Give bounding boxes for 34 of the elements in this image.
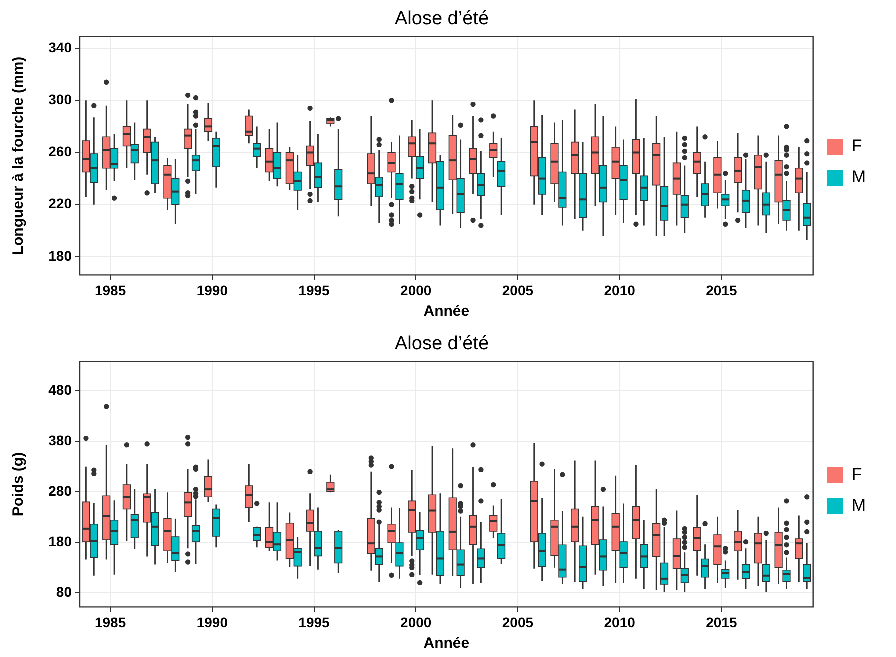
x-tick-label: 2000 <box>400 282 432 298</box>
y-tick-label: 300 <box>48 91 72 108</box>
y-tick-label: 380 <box>48 432 72 448</box>
x-tick-label: 2005 <box>502 614 534 630</box>
y-tick-label: 260 <box>48 144 72 160</box>
x-tick-label: 2010 <box>604 282 636 298</box>
x-tick-label: 2015 <box>706 614 738 630</box>
x-tick-label: 2015 <box>706 282 738 298</box>
legend-label: F <box>852 136 862 156</box>
x-tick-label: 2005 <box>502 282 534 298</box>
y-axis-title: Poids (g) <box>10 452 28 517</box>
x-axis-title: Année <box>424 303 470 320</box>
chart-title: Alose d’été <box>394 334 490 355</box>
x-tick-label: 1990 <box>196 614 228 630</box>
x-tick-label: 1990 <box>196 282 228 298</box>
y-tick-label: 340 <box>48 39 72 56</box>
y-tick-label: 80 <box>56 584 72 600</box>
y-tick-label: 180 <box>48 533 72 550</box>
x-tick-label: 2000 <box>400 614 432 630</box>
x-tick-label: 2010 <box>604 614 636 630</box>
y-tick-label: 480 <box>48 382 72 398</box>
y-tick-label: 220 <box>48 196 72 212</box>
legend-label: M <box>852 496 866 516</box>
y-tick-label: 280 <box>48 482 72 499</box>
legend-label: M <box>852 168 866 187</box>
x-tick-label: 1995 <box>298 614 330 630</box>
y-axis-title: Longueur à la fourche (mm) <box>10 56 28 256</box>
x-tick-label: 1985 <box>94 614 126 630</box>
x-tick-label: 1995 <box>298 282 330 298</box>
y-tick-label: 180 <box>48 248 72 264</box>
x-tick-label: 1985 <box>94 282 126 298</box>
chart-title: Alose d’été <box>394 8 490 30</box>
legend-label: F <box>852 465 862 484</box>
x-axis-title: Année <box>424 635 470 652</box>
